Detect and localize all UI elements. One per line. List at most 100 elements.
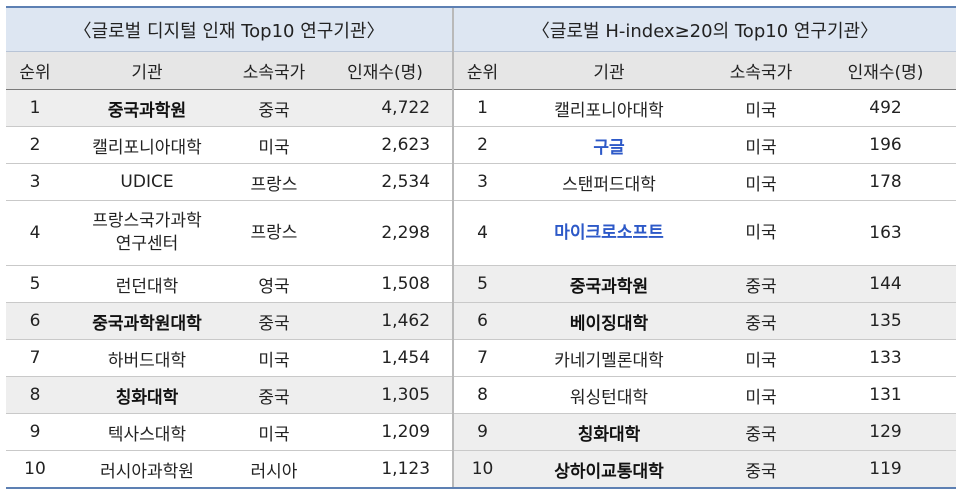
institution-name-line: 프랑스국가과학 [92, 211, 202, 232]
right-count-cell: 163 [815, 200, 957, 266]
left-rank-cell: 1 [6, 89, 64, 127]
right-rank-cell: 5 [452, 265, 512, 303]
right-country-cell: 미국 [707, 339, 816, 377]
right-institution-cell: 베이징대학 [511, 302, 708, 340]
table-row: 8 칭화대학 중국 1,305 8 워싱턴대학 미국 131 [6, 376, 957, 414]
table-row: 10 러시아과학원 러시아 1,123 10 상하이교통대학 중국 119 [6, 450, 957, 489]
right-institution-cell: 워싱턴대학 [511, 376, 708, 414]
right-count-cell: 129 [815, 413, 957, 451]
right-count-cell: 133 [815, 339, 957, 377]
left-institution-cell: 런던대학 [64, 265, 230, 303]
table-body: 1 중국과학원 중국 4,722 1 캘리포니아대학 미국 492 2 캘리포니아대학 미국 2,62… [6, 89, 957, 489]
right-header-country: 소속국가 [707, 51, 816, 90]
right-country-cell: 미국 [707, 89, 816, 127]
right-institution-cell: 칭화대학 [511, 413, 708, 451]
left-rank-cell: 8 [6, 376, 64, 414]
left-country-cell: 러시아 [230, 450, 318, 489]
right-count-cell: 196 [815, 126, 957, 164]
right-country-cell: 미국 [707, 200, 816, 266]
right-country-cell: 중국 [707, 413, 816, 451]
left-count-cell: 1,462 [318, 302, 454, 340]
right-count-cell: 119 [815, 450, 957, 489]
right-rank-cell: 10 [452, 450, 512, 489]
right-count-cell: 492 [815, 89, 957, 127]
left-rank-cell: 6 [6, 302, 64, 340]
left-institution-cell: 캘리포니아대학 [64, 126, 230, 164]
left-rank-cell: 10 [6, 450, 64, 489]
table-row: 6 중국과학원대학 중국 1,462 6 베이징대학 중국 135 [6, 302, 957, 340]
right-rank-cell: 1 [452, 89, 512, 127]
right-institution-cell: 구글 [511, 126, 708, 164]
left-country-cell: 영국 [230, 265, 318, 303]
table-row: 3 UDICE 프랑스 2,534 3 스탠퍼드대학 미국 178 [6, 163, 957, 201]
left-country-cell: 미국 [230, 339, 318, 377]
left-rank-cell: 5 [6, 265, 64, 303]
left-header-institution: 기관 [64, 51, 230, 90]
right-institution-cell: 캘리포니아대학 [511, 89, 708, 127]
institution-ranking-table: 〈글로벌 디지털 인재 Top10 연구기관〉 〈글로벌 H-index≥20의… [6, 6, 957, 489]
left-institution-cell: UDICE [64, 163, 230, 201]
left-institution-cell: 칭화대학 [64, 376, 230, 414]
left-count-cell: 1,454 [318, 339, 454, 377]
right-institution-cell: 카네기멜론대학 [511, 339, 708, 377]
table-row: 5 런던대학 영국 1,508 5 중국과학원 중국 144 [6, 265, 957, 303]
left-count-cell: 2,298 [318, 200, 454, 266]
left-country-cell: 중국 [230, 89, 318, 127]
right-rank-cell: 3 [452, 163, 512, 201]
right-country-cell: 미국 [707, 126, 816, 164]
right-institution-cell: 스탠퍼드대학 [511, 163, 708, 201]
left-table-title: 〈글로벌 디지털 인재 Top10 연구기관〉 [6, 6, 454, 52]
left-country-cell: 프랑스 [230, 163, 318, 201]
institution-name-line: 연구센터 [115, 234, 179, 254]
right-count-cell: 131 [815, 376, 957, 414]
left-count-cell: 1,305 [318, 376, 454, 414]
left-country-cell: 프랑스 [230, 200, 318, 266]
left-count-cell: 2,534 [318, 163, 454, 201]
right-country-cell: 중국 [707, 265, 816, 303]
left-country-cell: 미국 [230, 413, 318, 451]
left-country-cell: 중국 [230, 302, 318, 340]
left-country-cell: 미국 [230, 126, 318, 164]
right-country-cell: 미국 [707, 163, 816, 201]
right-rank-cell: 7 [452, 339, 512, 377]
left-country-cell: 중국 [230, 376, 318, 414]
left-institution-cell: 러시아과학원 [64, 450, 230, 489]
right-rank-cell: 9 [452, 413, 512, 451]
right-country-cell: 중국 [707, 450, 816, 489]
left-count-cell: 2,623 [318, 126, 454, 164]
right-rank-cell: 2 [452, 126, 512, 164]
left-count-cell: 1,123 [318, 450, 454, 489]
table-row: 2 캘리포니아대학 미국 2,623 2 구글 미국 196 [6, 126, 957, 164]
left-institution-cell: 프랑스국가과학 연구센터 [64, 200, 230, 266]
left-count-cell: 1,209 [318, 413, 454, 451]
table-row: 1 중국과학원 중국 4,722 1 캘리포니아대학 미국 492 [6, 89, 957, 127]
left-count-cell: 4,722 [318, 89, 454, 127]
right-header-rank: 순위 [452, 51, 512, 90]
left-header-count: 인재수(명) [318, 51, 454, 90]
right-rank-cell: 6 [452, 302, 512, 340]
left-institution-cell: 중국과학원 [64, 89, 230, 127]
right-header-institution: 기관 [511, 51, 708, 90]
table-row: 7 하버드대학 미국 1,454 7 카네기멜론대학 미국 133 [6, 339, 957, 377]
left-count-cell: 1,508 [318, 265, 454, 303]
left-rank-cell: 3 [6, 163, 64, 201]
left-rank-cell: 9 [6, 413, 64, 451]
left-institution-cell: 하버드대학 [64, 339, 230, 377]
right-institution-cell: 마이크로소프트 [511, 200, 708, 266]
left-institution-cell: 텍사스대학 [64, 413, 230, 451]
ranking-tables: 〈글로벌 디지털 인재 Top10 연구기관〉 〈글로벌 H-index≥20의… [6, 6, 957, 489]
left-institution-cell: 중국과학원대학 [64, 302, 230, 340]
right-rank-cell: 4 [452, 200, 512, 266]
right-institution-cell: 상하이교통대학 [511, 450, 708, 489]
right-country-cell: 중국 [707, 302, 816, 340]
left-rank-cell: 4 [6, 200, 64, 266]
table-row: 4 프랑스국가과학 연구센터 프랑스 2,298 4 마이크로소프트 미국 163 [6, 200, 957, 266]
right-institution-cell: 중국과학원 [511, 265, 708, 303]
left-header-country: 소속국가 [230, 51, 318, 90]
right-rank-cell: 8 [452, 376, 512, 414]
left-rank-cell: 7 [6, 339, 64, 377]
right-header-count: 인재수(명) [815, 51, 957, 90]
right-count-cell: 178 [815, 163, 957, 201]
left-header-rank: 순위 [6, 51, 64, 90]
right-count-cell: 144 [815, 265, 957, 303]
